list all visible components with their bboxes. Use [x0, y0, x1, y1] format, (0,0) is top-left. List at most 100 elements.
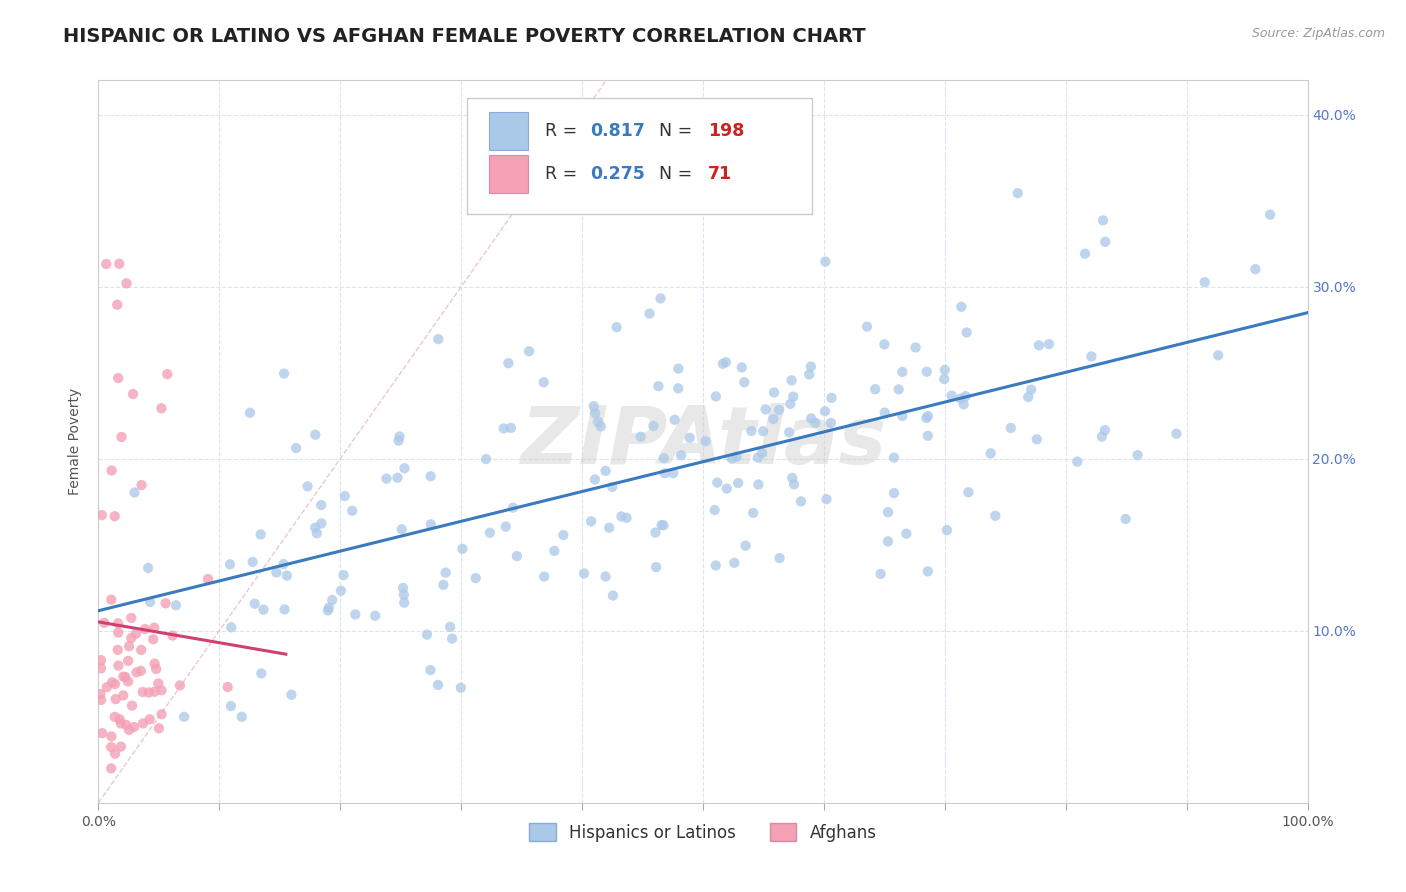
Point	[502, 500, 524, 515]
Point	[727, 476, 749, 491]
Point	[105, 298, 128, 312]
Point	[1194, 275, 1216, 289]
Text: HISPANIC OR LATINO VS AFGHAN FEMALE POVERTY CORRELATION CHART: HISPANIC OR LATINO VS AFGHAN FEMALE POVE…	[63, 27, 866, 45]
Point	[695, 434, 717, 449]
Point	[891, 409, 914, 423]
Point	[364, 608, 387, 623]
Point	[984, 508, 1007, 523]
Point	[1115, 512, 1137, 526]
Y-axis label: Female Poverty: Female Poverty	[69, 388, 83, 495]
Point	[101, 675, 124, 690]
Point	[799, 368, 821, 382]
Point	[582, 399, 605, 413]
Text: 71: 71	[707, 165, 733, 183]
Point	[873, 337, 896, 351]
Point	[391, 522, 413, 536]
Bar	[489, 112, 527, 150]
Point	[125, 665, 148, 680]
Point	[138, 685, 160, 699]
Point	[125, 626, 148, 640]
Point	[143, 657, 166, 671]
Point	[606, 320, 628, 334]
Point	[747, 450, 769, 465]
Point	[645, 560, 668, 574]
Point	[219, 558, 242, 572]
Point	[419, 517, 441, 532]
Point	[666, 381, 689, 395]
Point	[917, 565, 939, 579]
Point	[136, 561, 159, 575]
Point	[956, 326, 979, 340]
Point	[664, 413, 686, 427]
Point	[90, 693, 112, 707]
Point	[1000, 421, 1022, 435]
Point	[309, 498, 332, 512]
Point	[100, 740, 122, 755]
Point	[156, 367, 179, 381]
Point	[934, 372, 956, 386]
Point	[464, 571, 486, 585]
Point	[651, 518, 673, 533]
Point	[134, 622, 156, 636]
Point	[644, 525, 666, 540]
FancyBboxPatch shape	[467, 98, 811, 214]
Point	[90, 508, 112, 523]
Point	[533, 569, 555, 583]
Point	[332, 568, 354, 582]
Point	[1258, 208, 1281, 222]
Point	[731, 360, 754, 375]
Point	[108, 712, 131, 726]
Point	[217, 680, 239, 694]
Point	[703, 503, 725, 517]
Point	[780, 373, 803, 387]
Text: 198: 198	[707, 122, 744, 140]
Point	[104, 692, 127, 706]
Point	[1094, 235, 1116, 249]
Point	[242, 555, 264, 569]
Point	[506, 549, 529, 563]
Point	[1080, 350, 1102, 364]
Point	[1066, 455, 1088, 469]
Point	[129, 643, 152, 657]
Point	[117, 674, 139, 689]
Point	[815, 492, 838, 507]
Point	[652, 518, 675, 533]
Point	[492, 421, 515, 435]
Point	[273, 557, 295, 571]
Point	[877, 505, 900, 519]
Point	[669, 448, 692, 462]
Point	[917, 429, 939, 443]
Text: N =: N =	[659, 165, 699, 183]
Point	[197, 572, 219, 586]
Point	[704, 389, 727, 403]
Point	[652, 451, 675, 466]
Bar	[489, 155, 527, 193]
Point	[276, 568, 298, 582]
Point	[600, 480, 623, 494]
Text: R =: R =	[544, 122, 582, 140]
Point	[148, 676, 170, 690]
Point	[132, 685, 155, 699]
Point	[1025, 432, 1047, 446]
Point	[139, 595, 162, 609]
Point	[162, 629, 184, 643]
Point	[107, 625, 129, 640]
Point	[721, 451, 744, 466]
Point	[115, 718, 138, 732]
Point	[586, 415, 609, 429]
Point	[752, 425, 775, 439]
Point	[273, 602, 295, 616]
Point	[778, 425, 800, 440]
Point	[427, 332, 450, 346]
Point	[131, 478, 153, 492]
Point	[616, 511, 638, 525]
Point	[595, 464, 617, 478]
Point	[112, 689, 135, 703]
Point	[89, 687, 111, 701]
Point	[124, 485, 146, 500]
Point	[100, 730, 122, 744]
Point	[941, 388, 963, 402]
Text: N =: N =	[659, 122, 699, 140]
Point	[434, 566, 457, 580]
Point	[877, 534, 900, 549]
